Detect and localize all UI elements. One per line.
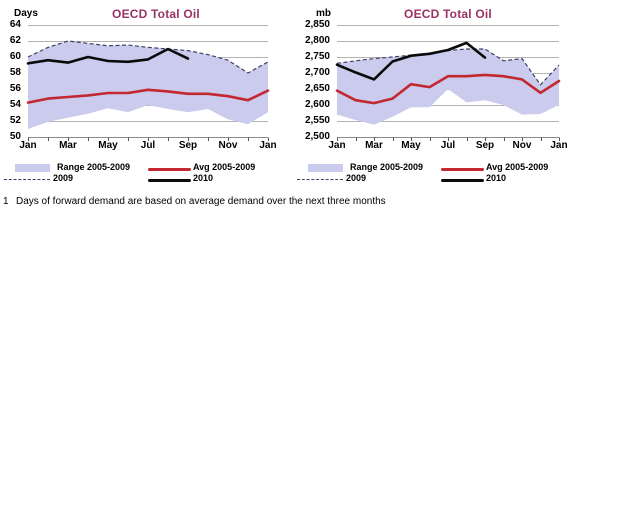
black-2010-line-swatch: [148, 179, 191, 182]
line-2009: [27, 40, 269, 74]
left-chart-legend: Range 2005-2009 Avg 2005-2009 2009 2010: [0, 160, 300, 188]
footnote-marker: 1: [3, 196, 9, 207]
y-tick-label: 2,700: [304, 67, 330, 78]
range-band: [28, 41, 268, 129]
x-tick-label: Mar: [59, 140, 77, 151]
y-tick-label: 50: [9, 131, 21, 142]
y-tick-label: 2,800: [304, 35, 330, 46]
y-tick-label: 2,600: [304, 99, 330, 110]
right-chart-title: OECD Total Oil: [404, 7, 492, 21]
y-tick-label: 2,850: [304, 19, 330, 30]
y-tick-label: 2,550: [304, 115, 330, 126]
y-tick-label: 54: [9, 99, 21, 110]
x-tick-label: Mar: [365, 140, 383, 151]
x-tick-label: May: [98, 140, 118, 151]
line-avg-2005-2009: [335, 73, 561, 105]
x-tick-label: Sep: [178, 140, 198, 151]
left-chart-title: OECD Total Oil: [112, 7, 200, 21]
avg-line-swatch: [148, 168, 191, 171]
range-band: [337, 49, 559, 125]
dashed-2009-line-swatch: [4, 179, 50, 180]
legend-label-avg: Avg 2005-2009: [193, 162, 256, 172]
left-chart-unit-label: Days: [14, 8, 38, 19]
legend-label-2009: 2009: [53, 173, 74, 183]
x-tick-label: Sep: [475, 140, 495, 151]
y-tick-label: 62: [9, 35, 21, 46]
x-tick-label: Jul: [440, 140, 456, 151]
dashed-2009-line-swatch: [297, 179, 343, 180]
range-band-swatch: [308, 164, 343, 172]
legend-label-2009: 2009: [346, 173, 367, 183]
y-tick-label: 58: [9, 67, 21, 78]
line-2010: [335, 41, 487, 81]
right-chart-legend: Range 2005-2009 Avg 2005-2009 2009 2010: [293, 160, 593, 188]
x-tick-label: Jul: [140, 140, 156, 151]
charts-plot-canvas: [26, 25, 561, 141]
y-tick-label: 64: [9, 19, 21, 30]
legend-label-2010: 2010: [193, 173, 214, 183]
x-tick-label: Nov: [512, 140, 532, 151]
x-tick-label: Jan: [328, 140, 346, 151]
y-tick-label: 60: [9, 51, 21, 62]
legend-label-range: Range 2005-2009: [350, 162, 424, 172]
y-tick-label: 2,750: [304, 51, 330, 62]
legend-label-range: Range 2005-2009: [57, 162, 131, 172]
legend-label-avg: Avg 2005-2009: [486, 162, 549, 172]
avg-line-swatch: [441, 168, 484, 171]
x-tick-label: Jan: [550, 140, 568, 151]
x-tick-label: Jan: [19, 140, 37, 151]
footnote-text: Days of forward demand are based on aver…: [16, 196, 386, 207]
black-2010-line-swatch: [441, 179, 484, 182]
range-band-swatch: [15, 164, 50, 172]
x-tick-label: Nov: [218, 140, 238, 151]
line-2010: [26, 47, 190, 65]
x-tick-label: May: [401, 140, 421, 151]
y-tick-label: 56: [9, 83, 21, 94]
y-tick-label: 2,650: [304, 83, 330, 94]
y-tick-label: 52: [9, 115, 21, 126]
legend-label-2010: 2010: [486, 173, 507, 183]
x-tick-label: Jan: [259, 140, 277, 151]
line-avg-2005-2009: [26, 88, 270, 104]
right-chart-unit-label: mb: [316, 8, 331, 19]
y-tick-label: 2,500: [304, 131, 330, 142]
